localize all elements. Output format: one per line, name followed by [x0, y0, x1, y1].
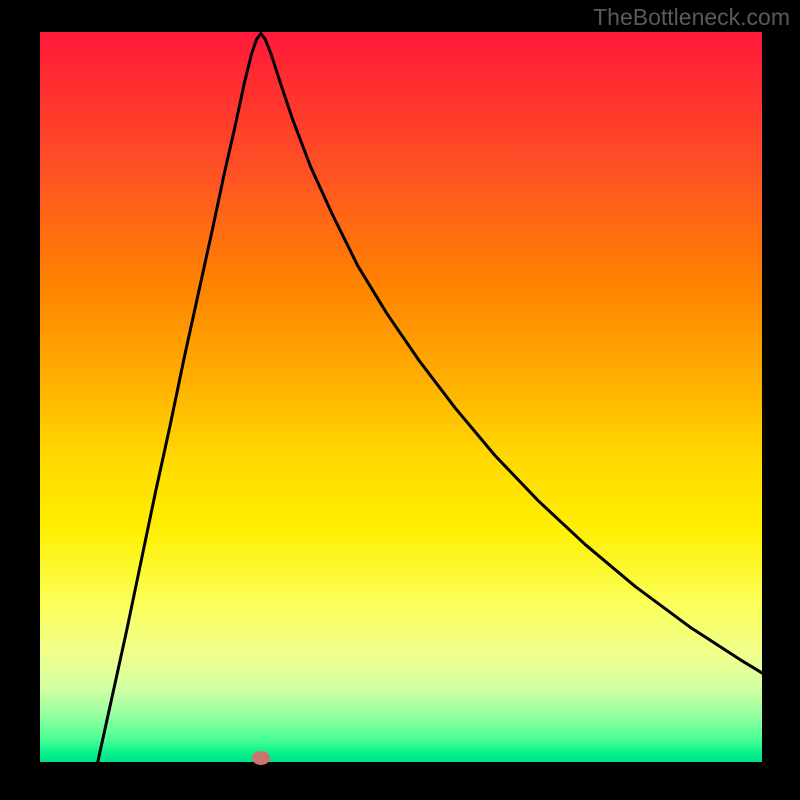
- attribution-text: TheBottleneck.com: [593, 4, 790, 31]
- optimum-marker: [252, 751, 270, 765]
- chart-container: TheBottleneck.com: [0, 0, 800, 800]
- bottleneck-curve: [40, 32, 762, 762]
- plot-area: [40, 32, 762, 762]
